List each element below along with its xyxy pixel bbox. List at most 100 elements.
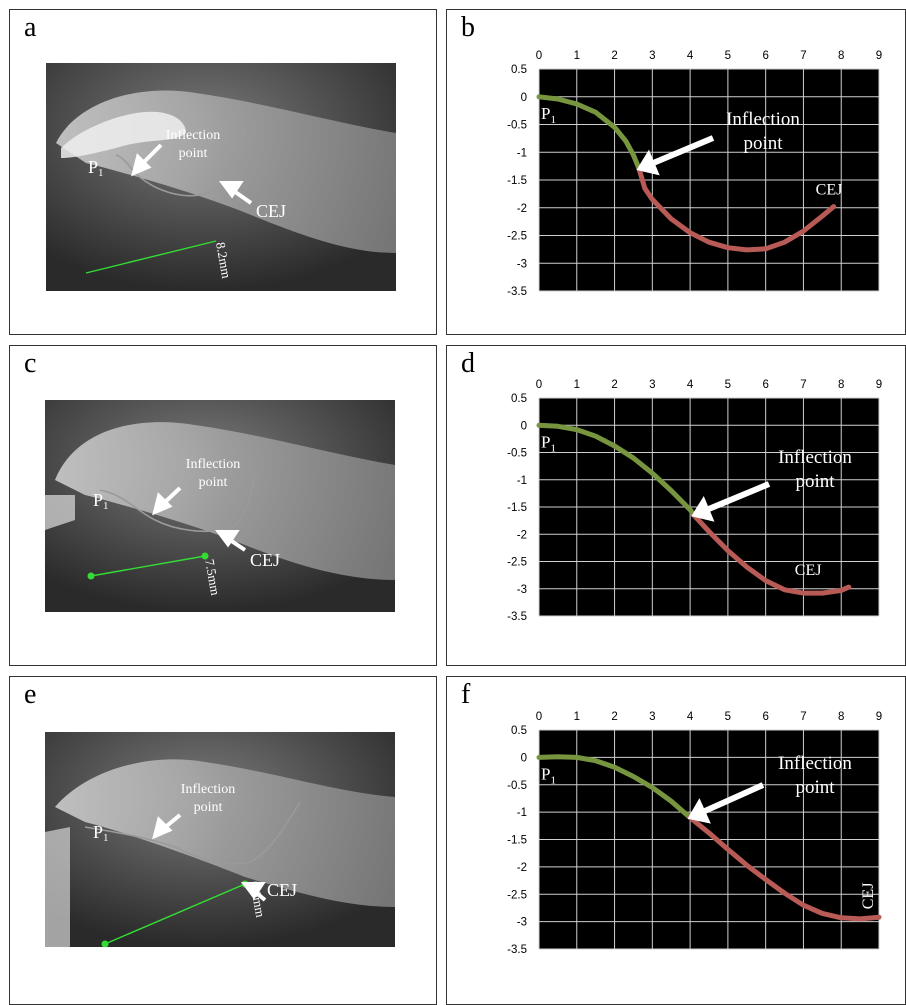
y-tick-label: -3.5 bbox=[507, 286, 527, 298]
x-tick-label: 5 bbox=[725, 711, 731, 723]
x-tick-label: 6 bbox=[762, 711, 768, 723]
inflection-label-c1: Inflection bbox=[186, 457, 240, 472]
x-tick-label: 9 bbox=[876, 379, 882, 391]
series-lower-line bbox=[636, 166, 837, 253]
y-tick-label: -3 bbox=[517, 584, 527, 596]
cej-label: CEJ bbox=[860, 883, 877, 910]
inflection-label-line1: Inflection bbox=[778, 447, 852, 468]
y-tick-label: -2 bbox=[517, 862, 527, 874]
x-tick-label: 0 bbox=[536, 379, 542, 391]
inflection-arrow-icon bbox=[691, 481, 771, 522]
panel-f: f 0 1 2 3 4 5 6 7 8 9 0.5 0 -0.5 -1 -1.5 -2 -2.5 -3 -3.5 P1… bbox=[446, 676, 906, 1005]
inflection-label-line1: Inflection bbox=[778, 753, 852, 774]
x-tick-label: 3 bbox=[649, 379, 655, 391]
y-tick-label: -0.5 bbox=[507, 448, 527, 460]
x-tick-label: 1 bbox=[574, 711, 580, 723]
cej-label-c: CEJ bbox=[250, 550, 280, 570]
y-tick-label: 0.5 bbox=[511, 393, 527, 405]
inflection-label-e2: point bbox=[194, 800, 223, 815]
x-tick-label: 2 bbox=[611, 711, 617, 723]
x-tick-label: 8 bbox=[838, 50, 844, 62]
arrow-icon-a2 bbox=[219, 181, 253, 205]
panel-letter-c: c bbox=[24, 348, 37, 379]
y-tick-label: -1 bbox=[517, 147, 527, 159]
inflection-label-line1: Inflection bbox=[726, 109, 800, 130]
p1-label: P1 bbox=[541, 432, 556, 454]
y-tick-label: 0.5 bbox=[511, 725, 527, 737]
x-tick-label: 6 bbox=[762, 379, 768, 391]
x-tick-label: 8 bbox=[838, 379, 844, 391]
cej-label: CEJ bbox=[816, 182, 843, 199]
y-tick-label: -2.5 bbox=[507, 557, 527, 569]
y-tick-label: -2.5 bbox=[507, 889, 527, 901]
y-tick-label: -2 bbox=[517, 203, 527, 215]
measurement-label-e: 0.0mm bbox=[247, 880, 268, 919]
x-tick-label: 4 bbox=[687, 50, 694, 62]
x-tick-label: 9 bbox=[876, 50, 882, 62]
cej-label-a: CEJ bbox=[256, 201, 286, 221]
inflection-label-a1: Inflection bbox=[166, 128, 220, 143]
chart-d: 0 1 2 3 4 5 6 7 8 9 0.5 0 -0.5 -1 -1.5 -2 -2.5 -3 -3.5 P1 In… bbox=[507, 379, 882, 623]
x-tick-label: 7 bbox=[800, 50, 806, 62]
measure-point-c2 bbox=[201, 552, 209, 560]
x-tick-label: 0 bbox=[536, 50, 542, 62]
panel-letter-a: a bbox=[24, 12, 37, 43]
measurement-label-a: 8.2mm bbox=[213, 241, 234, 280]
panel-letter-d: d bbox=[461, 348, 475, 379]
x-tick-label: 4 bbox=[687, 379, 694, 391]
x-tick-label: 6 bbox=[762, 50, 768, 62]
x-tick-label: 5 bbox=[725, 379, 731, 391]
measure-point-e1 bbox=[101, 940, 109, 947]
panel-letter-f: f bbox=[461, 679, 471, 710]
tooth-contour-e bbox=[84, 801, 301, 865]
y-tick-label: 0 bbox=[521, 420, 527, 432]
arrow-icon-c2 bbox=[215, 530, 247, 552]
panel-e: e P1 Inflection point CEJ 0.0mm bbox=[9, 676, 437, 1005]
x-tick-label: 3 bbox=[649, 50, 655, 62]
y-tick-label: -3 bbox=[517, 258, 527, 270]
p1-label-a: P1 bbox=[88, 157, 104, 179]
x-tick-label: 8 bbox=[838, 711, 844, 723]
arrow-head bbox=[691, 495, 715, 522]
p1-label: P1 bbox=[541, 764, 556, 786]
series-upper-line bbox=[536, 422, 697, 518]
series-upper-line bbox=[536, 754, 693, 821]
tooth-contour-c bbox=[99, 474, 256, 533]
cej-label: CEJ bbox=[795, 562, 822, 579]
arrow-head bbox=[636, 149, 660, 176]
inflection-label-e1: Inflection bbox=[181, 782, 235, 797]
y-tick-label: -3.5 bbox=[507, 611, 527, 623]
p1-label-e: P1 bbox=[93, 822, 109, 844]
measure-line-a bbox=[85, 240, 217, 274]
series-lower-line bbox=[687, 815, 882, 922]
series-lower-line bbox=[691, 512, 852, 596]
ct-image-c: P1 Inflection point CEJ 7.5mm bbox=[45, 400, 395, 612]
inflection-label-line2: point bbox=[795, 471, 835, 492]
series-upper-line bbox=[536, 94, 642, 172]
y-tick-label: -1 bbox=[517, 807, 527, 819]
cej-label-e: CEJ bbox=[267, 880, 297, 900]
x-tick-label: 1 bbox=[574, 379, 580, 391]
tooth-contour-a bbox=[115, 147, 242, 197]
panel-b: b 0 1 2 3 4 5 6 7 8 9 0.5 0 -0.5 -1 -1.5 -2 -2.5 -3 -3.5 P1… bbox=[446, 9, 906, 335]
y-tick-label: -2 bbox=[517, 529, 527, 541]
measurement-label-c: 7.5mm bbox=[202, 558, 223, 597]
measure-point-c1 bbox=[87, 572, 95, 580]
measure-line-e bbox=[104, 883, 246, 945]
x-tick-label: 9 bbox=[876, 711, 882, 723]
arrow-icon-e1 bbox=[152, 813, 182, 840]
x-tick-label: 4 bbox=[687, 711, 694, 723]
x-tick-label: 2 bbox=[611, 379, 617, 391]
inflection-arrow-icon bbox=[687, 782, 765, 824]
p1-label-c: P1 bbox=[93, 490, 109, 512]
panel-letter-e: e bbox=[24, 679, 37, 710]
y-tick-label: -0.5 bbox=[507, 780, 527, 792]
y-tick-label: -1 bbox=[517, 475, 527, 487]
panel-c: c P1 Inflection point CEJ 7.5mm bbox=[9, 345, 437, 666]
x-tick-label: 7 bbox=[800, 711, 806, 723]
y-tick-label: -1.5 bbox=[507, 835, 527, 847]
measure-line-c bbox=[90, 555, 206, 577]
arrow-shaft bbox=[652, 135, 715, 166]
arrow-icon-a1 bbox=[131, 143, 163, 177]
y-tick-label: 0.5 bbox=[511, 64, 527, 76]
